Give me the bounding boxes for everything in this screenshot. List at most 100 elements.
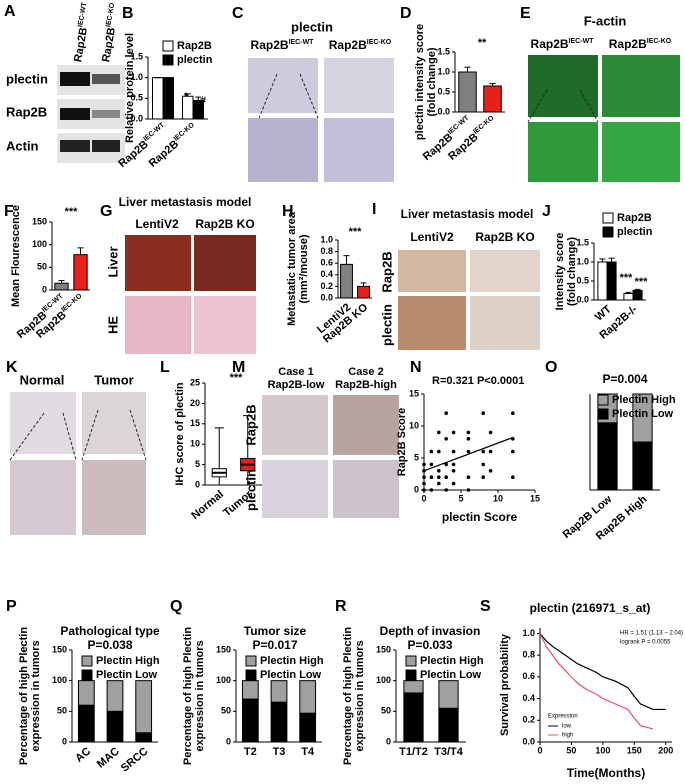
bar-segment [106,680,124,712]
y-tick-label: 1.0 [130,72,143,82]
x-tick-label: 15 [530,493,540,503]
y-axis-label: Percentage of high Plectin [342,627,354,765]
bar-segment [299,680,317,714]
legend-label: Plectin High [612,394,676,406]
legend-label: Rap2B [177,40,212,52]
zoom-line [129,409,147,461]
panel-label: P [6,598,17,615]
legend-swatch [245,655,257,667]
y-tick-label: 0.5 [130,93,143,103]
x-axis-label: plectin Score [442,510,518,524]
label-superscript: IEC-WT [569,38,595,45]
label: Rap2BIEC-WT [71,1,94,63]
zoom-line [81,409,99,461]
bar-segment [241,698,259,743]
y-axis-label: Relative protein level [124,33,136,143]
y-tick-label: 0.0 [437,106,450,116]
y-tick-label: 0.8 [320,246,333,256]
micrograph [398,296,466,350]
zoom-line [579,89,599,123]
point [437,475,441,480]
point [451,462,456,467]
point [429,462,434,467]
point [466,475,471,480]
y-axis-label: Intensity score [554,233,566,311]
km-curve [539,633,654,730]
y-tick-label: 5 [414,452,419,462]
bar-segment [438,707,459,743]
label-text: Rap2B [531,37,569,51]
micrograph [92,74,120,84]
annotation: logrank P = 0.0055 [620,640,671,646]
micrograph [602,55,680,117]
y-tick-label: 150 [216,644,231,654]
micrograph [602,122,680,182]
bar-segment [106,710,124,743]
point [422,462,426,467]
bar-segment [403,680,424,694]
y-tick-label: 15 [190,418,200,428]
y-tick-label: 5 [195,459,200,469]
label: Rap2B-low [268,379,325,391]
y-tick-label: 0.6 [522,671,535,681]
y-tick-label: 100 [52,675,67,685]
point [444,462,449,467]
micrograph [470,250,540,292]
panel-label: R [335,598,347,615]
point [488,469,493,473]
micrograph [82,392,146,454]
point [437,469,441,473]
annotation: *** [65,206,79,218]
label: Case 1 [278,366,313,378]
panel-label: H [282,203,294,220]
panel-label: J [542,203,551,220]
micrograph [60,72,90,86]
chart-subtitle: P=0.033 [407,638,452,652]
label-superscript: IEC-KO [647,38,672,45]
label-superscript: IEC-WT [447,114,471,136]
zoom-line [527,89,548,123]
y-tick-label: 1.0 [576,256,589,266]
zoom-line [258,73,278,119]
y-axis-label: Percentage of high Plectin [182,627,194,765]
annotation: *** [230,372,244,384]
micrograph [125,296,191,354]
y-tick-label: 150 [32,216,47,226]
y-tick-label: 50 [57,706,67,716]
point [437,449,441,454]
bar [340,263,353,299]
panel-label: I [372,201,376,218]
y-axis-label: plectin intensity score [414,24,426,140]
point [511,475,515,480]
point [488,449,493,454]
micrograph [194,235,256,291]
y-tick-label: 0.4 [522,693,535,703]
bar-segment [241,680,259,700]
y-tick-label: 10 [409,420,419,430]
point [481,475,486,480]
y-axis-label: Survival probability [499,633,511,736]
micrograph [333,395,399,455]
y-tick-label: 0.6 [320,258,333,268]
point [511,449,515,454]
panel-label: N [410,359,422,376]
point [488,430,493,435]
x-tick-label: 50 [566,745,576,755]
annotation: *** [635,276,649,288]
label-text: Rap2B [147,138,181,170]
panel-label: O [545,359,557,376]
y-tick-label: 150 [52,644,67,654]
panel-label: K [6,359,18,376]
legend-label: Plectin High [96,655,160,667]
label-superscript: IEC-KO [60,293,84,314]
point [444,411,449,416]
bar [152,77,164,120]
label: Normal [20,372,65,387]
y-tick-label: 100 [376,675,391,685]
y-tick-label: 150 [376,644,391,654]
label: F-actin [584,13,627,28]
micrograph [82,460,146,535]
y-tick-label: 1.5 [130,51,143,61]
micrograph [194,296,256,354]
